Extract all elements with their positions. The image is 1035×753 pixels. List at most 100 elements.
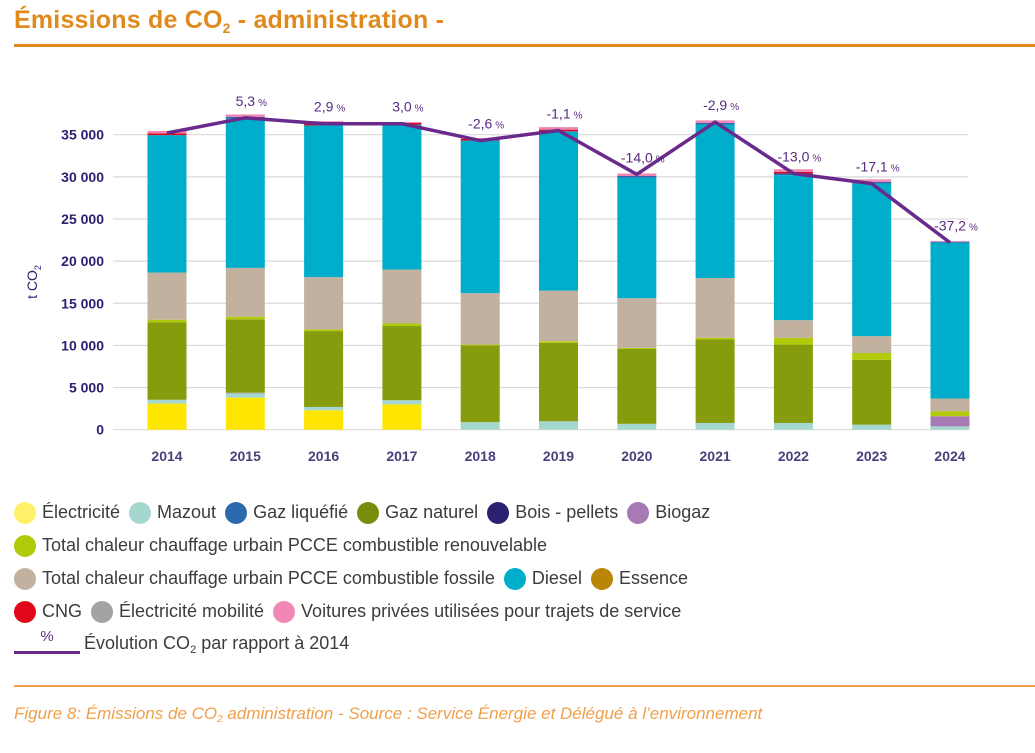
bar-segment <box>382 124 422 270</box>
legend-swatch-icon <box>503 567 526 590</box>
legend-row: % Évolution CO2 par rapport à 2014 <box>14 628 719 661</box>
bar-segment <box>382 269 422 324</box>
bar-segment <box>617 177 657 299</box>
bar-segment <box>695 422 735 430</box>
bar-segment <box>225 267 265 317</box>
bar-segment <box>225 114 265 117</box>
legend-swatch-icon <box>14 501 36 524</box>
bar-segment <box>147 135 187 273</box>
bar-segment <box>773 169 813 172</box>
bar-segment <box>304 329 344 332</box>
legend-item: CNG <box>14 600 82 623</box>
bar-segment <box>852 336 892 353</box>
y-tick-label: 15 000 <box>61 295 104 311</box>
bar-segment <box>225 319 265 393</box>
legend-item: Biogaz <box>627 501 711 524</box>
bar-segment <box>147 133 187 136</box>
legend-item: Diesel <box>503 567 582 590</box>
x-tick-label: 2018 <box>465 448 496 464</box>
legend-label: Voitures privées utilisées pour trajets … <box>301 601 682 621</box>
legend-item: Bois - pellets <box>487 501 619 524</box>
evolution-line: 5,3% 2,9% 3,0 % -2,6 % -1,1 % -14,0 % -2,9 % -13,0% -… <box>166 93 978 244</box>
evolution-label: 5,3% <box>236 93 267 109</box>
bar-segment <box>147 399 187 404</box>
legend-item: Mazout <box>129 501 217 524</box>
bar-segment <box>147 272 187 320</box>
x-axis: 2014 2015 2016 2017 2018 2019 2020 2021 2022 2023… <box>151 448 965 464</box>
evolution-label: -2,9% <box>703 97 739 113</box>
bar-segment <box>773 337 813 345</box>
legend-swatch-icon <box>487 501 510 524</box>
bar-segment <box>773 320 813 338</box>
bar-segment <box>617 176 657 178</box>
legend-swatch-icon <box>357 501 380 524</box>
y-tick-label: 20 000 <box>61 253 104 269</box>
evolution-label: 3,0% <box>392 99 423 115</box>
bar-segment <box>460 293 500 345</box>
legend-label: Biogaz <box>655 502 711 522</box>
x-tick-label: 2020 <box>621 448 652 464</box>
bar-segment <box>930 411 970 417</box>
x-tick-label: 2023 <box>856 448 887 464</box>
y-axis-label: t CO2 <box>24 265 43 299</box>
bar-segment <box>852 359 892 425</box>
y-tick-label: 30 000 <box>61 169 104 185</box>
bar-segment <box>930 398 970 412</box>
evolution-label: -14,0% <box>621 149 665 165</box>
bar-segment <box>225 392 265 394</box>
x-tick-label: 2016 <box>308 448 339 464</box>
legend-swatch-icon <box>129 501 152 524</box>
bar-segment <box>304 277 344 330</box>
x-tick-label: 2017 <box>386 448 417 464</box>
legend-swatch-icon <box>273 600 296 623</box>
legend-label: Bois - pellets <box>515 502 619 522</box>
bar-segment <box>225 393 265 398</box>
bar-segment <box>460 422 500 430</box>
title-divider <box>14 44 1035 47</box>
caption-text: Figure 8: Émissions de CO <box>14 704 218 723</box>
legend-swatch-icon <box>590 567 613 590</box>
legend-item: Électricité mobilité <box>91 600 265 623</box>
bar-segment <box>539 341 578 343</box>
bar-segment <box>695 277 735 338</box>
bar-segment <box>695 339 735 423</box>
legend-label: Électricité mobilité <box>119 601 265 621</box>
legend-row: Électricité Mazout Gaz liquéfié Gaz naturel… <box>14 496 719 529</box>
y-tick-label: 10 000 <box>61 337 104 353</box>
evolution-label: -13,0% <box>777 148 821 164</box>
evolution-label: -2,6% <box>468 116 504 132</box>
legend-label: Mazout <box>157 502 217 522</box>
y-tick-label: 35 000 <box>61 127 104 143</box>
bar-segment <box>382 404 422 430</box>
bar-segment <box>539 421 578 430</box>
caption-subscript: 2 <box>217 714 223 725</box>
y-tick-label: 5 000 <box>69 380 104 396</box>
title-subscript: 2 <box>222 20 231 36</box>
legend-label: Essence <box>618 568 688 588</box>
legend-label: Total chaleur chauffage urbain PCCE comb… <box>42 568 495 588</box>
bar-segment <box>147 403 187 430</box>
legend-item: Gaz naturel <box>357 501 478 524</box>
legend-row: Total chaleur chauffage urbain PCCE comb… <box>14 529 719 562</box>
bars <box>147 114 970 430</box>
bar-segment <box>460 345 500 423</box>
legend-label: Total chaleur chauffage urbain PCCE comb… <box>42 535 547 555</box>
legend-label: CNG <box>42 601 82 621</box>
stacked-bar-chart: 0 5 000 10 000 15 000 20 000 25 000 30 000 35 0… <box>24 93 978 464</box>
bar-segment <box>382 400 422 405</box>
evolution-label: 2,9% <box>314 99 345 115</box>
bar-segment <box>930 416 970 427</box>
bar-segment <box>852 424 892 430</box>
x-tick-label: 2015 <box>230 448 261 464</box>
bar-segment <box>225 316 265 320</box>
title-text-suffix: - administration - <box>230 6 445 34</box>
bar-segment <box>773 175 813 321</box>
bar-segment <box>539 131 578 291</box>
bar-segment <box>930 426 970 430</box>
bar-segment <box>304 406 344 411</box>
legend-item: Gaz liquéfié <box>225 501 348 524</box>
bar-segment <box>225 397 265 430</box>
bar-segment <box>852 353 892 360</box>
bar-segment <box>539 342 578 422</box>
legend-item: Total chaleur chauffage urbain PCCE comb… <box>14 534 547 557</box>
